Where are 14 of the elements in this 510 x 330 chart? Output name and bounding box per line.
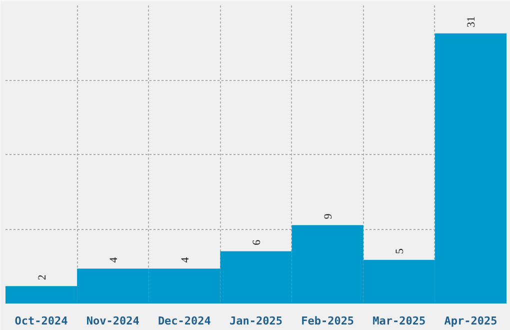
data-label: 9 [322, 213, 335, 220]
x-tick-label: Apr-2025 [444, 314, 498, 328]
x-tick-label: Feb-2025 [301, 314, 354, 328]
data-label: 6 [251, 239, 263, 246]
data-label: 5 [394, 248, 406, 254]
data-label: 2 [36, 274, 48, 280]
x-tick-label: Dec-2024 [158, 314, 212, 328]
data-label: 4 [108, 256, 120, 263]
x-tick-label: Mar-2025 [372, 314, 426, 328]
x-tick-label: Oct-2024 [14, 314, 68, 328]
data-label: 4 [179, 256, 192, 263]
data-label: 31 [466, 16, 478, 28]
x-tick-label: Jan-2025 [230, 314, 282, 328]
x-tick-label: Nov-2024 [86, 314, 140, 328]
